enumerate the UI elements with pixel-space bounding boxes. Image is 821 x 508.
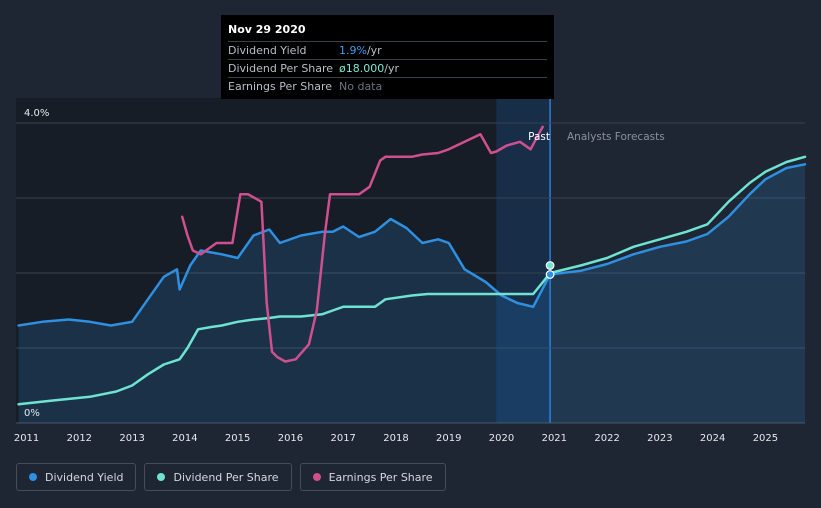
tooltip-row-dividend-per-share: Dividend Per Share ø18.000 /yr: [228, 59, 547, 77]
legend-dot-icon: [29, 473, 37, 481]
x-tick-label: 2012: [67, 433, 92, 444]
tooltip-value: ø18.000: [339, 62, 385, 75]
tooltip-label: Dividend Per Share: [228, 62, 334, 75]
x-tick-label: 2015: [225, 433, 250, 444]
x-tick-label: 2011: [14, 433, 39, 444]
tooltip-hover-band: [496, 98, 551, 423]
x-tick-label: 2021: [542, 433, 567, 444]
x-tick-label: 2023: [647, 433, 672, 444]
legend-label: Dividend Per Share: [173, 470, 279, 484]
past-region: [16, 98, 551, 423]
dividend-yield-marker: [545, 270, 555, 279]
tooltip-row-dividend-yield: Dividend Yield 1.9% /yr: [228, 41, 547, 59]
tooltip-row-earnings-per-share: Earnings Per Share No data: [228, 77, 547, 95]
x-tick-label: 2019: [436, 433, 461, 444]
forecast-region-label: Analysts Forecasts: [567, 131, 665, 143]
dividend-yield-line: [17, 163, 807, 327]
x-tick-label: 2020: [489, 433, 514, 444]
dividend-per-share-line: [17, 155, 807, 406]
legend-dot-icon: [157, 473, 166, 481]
tooltip-label: Dividend Yield: [228, 44, 307, 57]
legend-dot-icon: [312, 473, 321, 481]
tooltip-unit: /yr: [366, 44, 382, 57]
chart-legend: Dividend Yield Dividend Per Share Earnin…: [16, 463, 446, 491]
legend-label: Dividend Yield: [45, 470, 124, 484]
x-tick-label: 2013: [119, 433, 144, 444]
x-tick-label: 2016: [278, 433, 303, 444]
legend-dividend-per-share[interactable]: Dividend Per Share: [144, 463, 292, 491]
x-tick-label: 2022: [594, 433, 619, 444]
dividend-per-share-marker: [545, 261, 555, 270]
x-tick-label: 2014: [172, 433, 197, 444]
hover-tooltip: Nov 29 2020 Dividend Yield 1.9% /yr Divi…: [221, 15, 554, 99]
x-tick-label: 2024: [700, 433, 725, 444]
x-tick-label: 2018: [383, 433, 408, 444]
y-tick-label-bottom: 0%: [24, 408, 40, 419]
legend-dividend-yield[interactable]: Dividend Yield: [16, 463, 137, 491]
x-tick-label: 2017: [330, 433, 355, 444]
tooltip-value: 1.9%: [339, 44, 367, 57]
past-region-label: Past: [528, 131, 550, 143]
dividend-yield-area: [18, 164, 806, 424]
legend-label: Earnings Per Share: [328, 470, 433, 484]
tooltip-unit: /yr: [384, 62, 399, 75]
legend-earnings-per-share[interactable]: Earnings Per Share: [299, 463, 446, 491]
x-tick-label: 2025: [753, 433, 778, 444]
y-tick-label-top: 4.0%: [24, 108, 49, 119]
tooltip-date: Nov 29 2020: [228, 23, 306, 36]
tooltip-value: No data: [339, 80, 383, 93]
earnings-per-share-line: [180, 125, 544, 363]
tooltip-label: Earnings Per Share: [228, 80, 333, 93]
